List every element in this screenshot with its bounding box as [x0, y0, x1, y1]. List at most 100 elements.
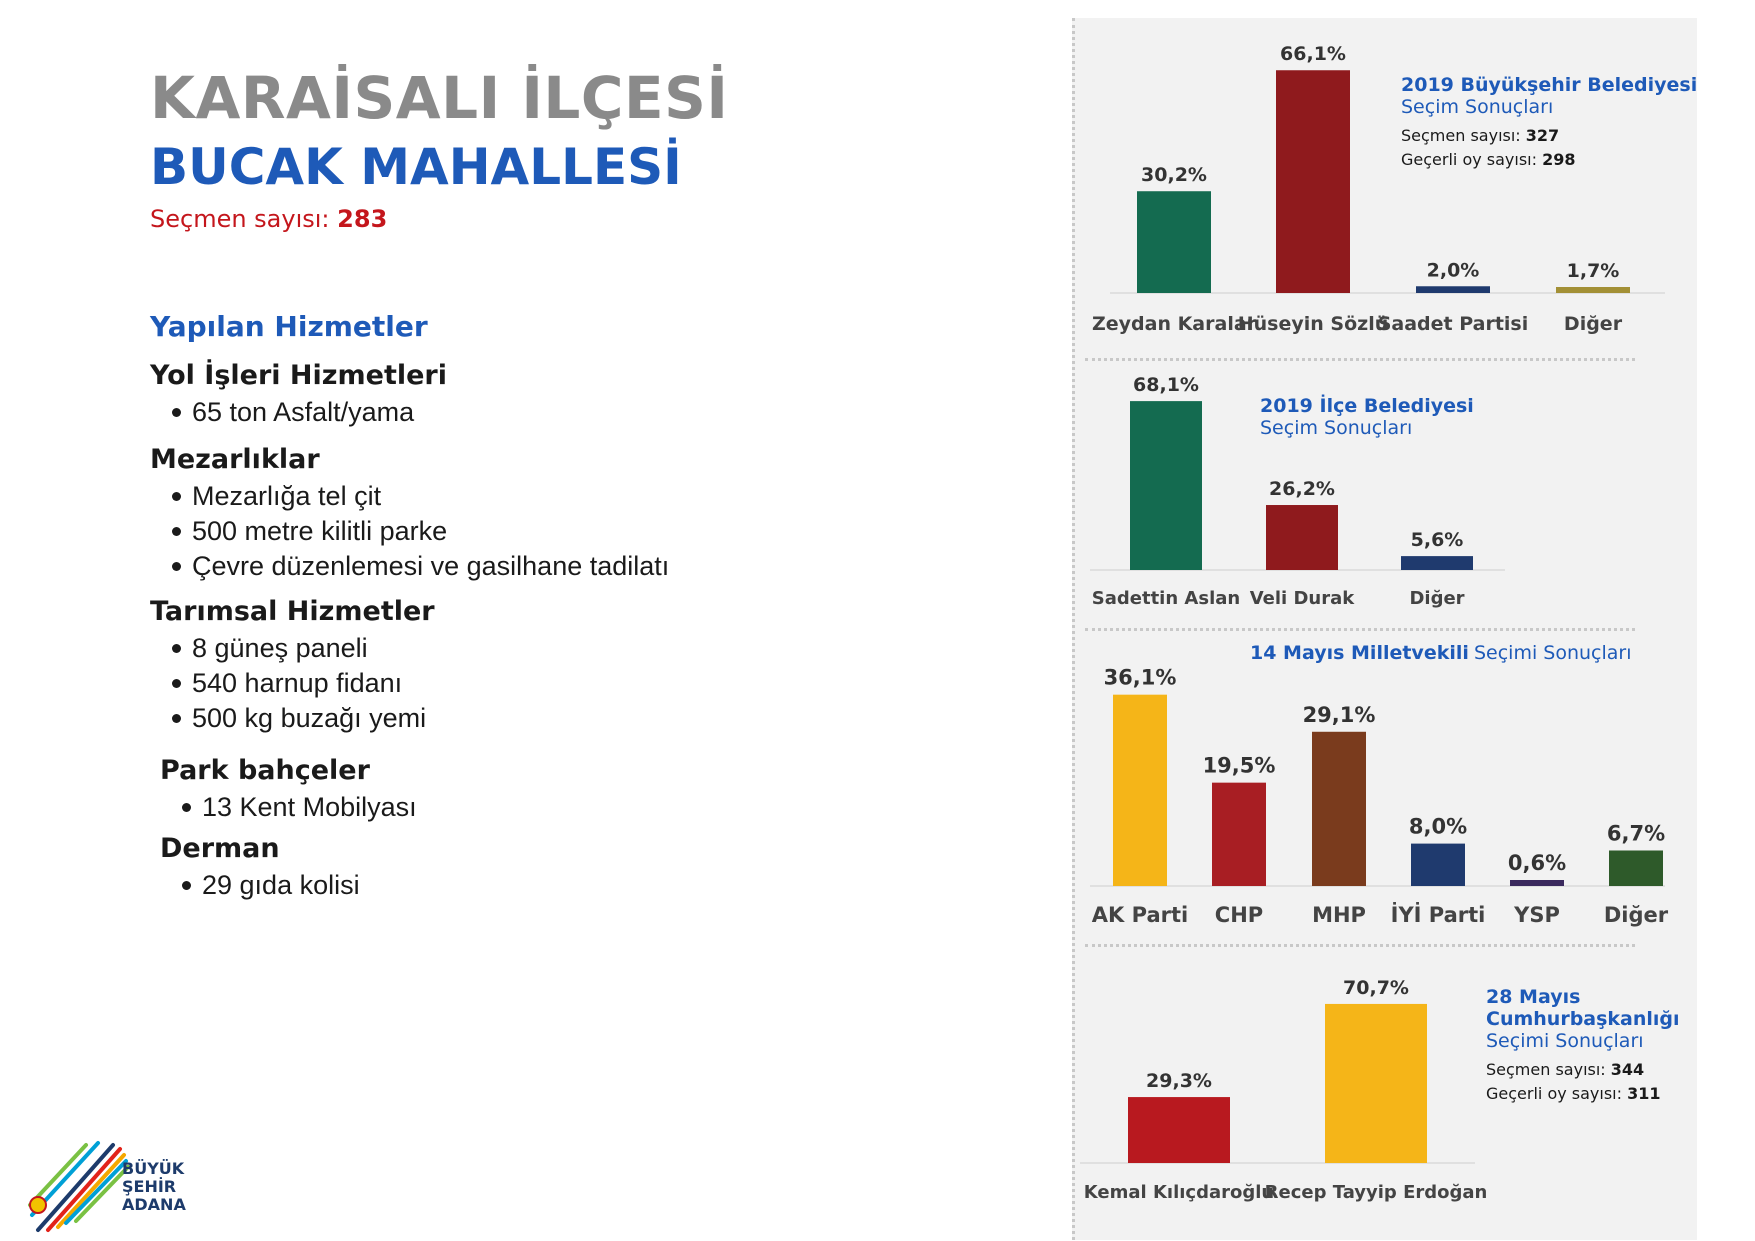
- service-group-derman: Derman 29 gıda kolisi: [160, 830, 360, 903]
- valid-votes-label: Geçerli oy sayısı:: [1401, 150, 1538, 169]
- neighborhood-title: BUCAK MAHALLESİ: [150, 138, 682, 196]
- service-item: Çevre düzenlemesi ve gasilhane tadilatı: [172, 549, 669, 584]
- service-group-agriculture: Tarımsal Hizmetler 8 güneş paneli 540 ha…: [150, 593, 435, 736]
- chart4-title: 28 Mayıs: [1486, 986, 1581, 1008]
- district-title: KARAİSALI İLÇESİ: [150, 64, 729, 132]
- chart-data-label: 29,3%: [1146, 1070, 1212, 1092]
- voters-value: 344: [1610, 1060, 1645, 1079]
- chart-category-label: Diğer: [1604, 903, 1669, 927]
- chart-category-label: Sadettin Aslan: [1092, 588, 1240, 609]
- voters-value: 283: [337, 205, 388, 233]
- chart4-info: 28 Mayıs Cumhurbaşkanlığı Seçimi Sonuçla…: [1486, 986, 1680, 1106]
- service-group-title: Tarımsal Hizmetler: [150, 596, 435, 627]
- chart-bar: [1325, 1003, 1427, 1163]
- chart-data-label: 5,6%: [1411, 529, 1464, 551]
- chart3-subtitle: Seçimi Sonuçları: [1473, 642, 1632, 664]
- chart-data-label: 8,0%: [1409, 815, 1467, 839]
- valid-votes-label: Geçerli oy sayısı:: [1486, 1084, 1623, 1103]
- chart-category-label: Recep Tayyip Erdoğan: [1265, 1182, 1488, 1203]
- service-group-title: Mezarlıklar: [150, 444, 320, 475]
- chart-data-label: 2,0%: [1427, 259, 1480, 281]
- chart-data-label: 26,2%: [1269, 478, 1335, 500]
- chart-category-label: Diğer: [1564, 313, 1623, 335]
- valid-votes-value: 298: [1542, 150, 1576, 169]
- services-title: Yapılan Hizmetler: [150, 310, 428, 343]
- chart4-subtitle: Seçimi Sonuçları: [1486, 1030, 1644, 1052]
- voters-label: Seçmen sayısı:: [150, 205, 330, 233]
- logo-line: ŞEHİR: [122, 1177, 177, 1196]
- chart1-info: 2019 Büyükşehir Belediyesi Seçim Sonuçla…: [1401, 74, 1697, 172]
- voters-label: Seçmen sayısı:: [1486, 1060, 1606, 1079]
- chart-bar: [1609, 850, 1663, 886]
- service-item: 8 güneş paneli: [172, 631, 435, 666]
- chart-category-label: YSP: [1513, 903, 1560, 927]
- section-divider: [1085, 944, 1635, 947]
- chart-category-label: İYİ Parti: [1391, 902, 1486, 927]
- logo-line: ADANA: [122, 1195, 186, 1214]
- chart-data-label: 6,7%: [1607, 821, 1665, 845]
- chart-bar: [1276, 70, 1350, 293]
- chart-bar: [1113, 694, 1167, 886]
- service-item: 29 gıda kolisi: [182, 868, 360, 903]
- service-group-title: Yol İşleri Hizmetleri: [150, 360, 447, 391]
- section-divider: [1085, 628, 1635, 631]
- service-list: 65 ton Asfalt/yama: [150, 395, 447, 430]
- service-item: 540 harnup fidanı: [172, 666, 435, 701]
- voters-value: 327: [1525, 126, 1560, 145]
- chart-data-label: 30,2%: [1141, 164, 1207, 186]
- left-column: KARAİSALI İLÇESİ BUCAK MAHALLESİ Seçmen …: [28, 64, 729, 1232]
- chart-category-label: Hüseyin Sözlü: [1238, 313, 1389, 335]
- chart3-title: 14 Mayıs Milletvekili: [1250, 642, 1469, 664]
- service-item: 500 kg buzağı yemi: [172, 701, 435, 736]
- service-group-parks: Park bahçeler 13 Kent Mobilyası: [160, 752, 417, 825]
- service-list: 29 gıda kolisi: [160, 868, 360, 903]
- chart-category-label: Kemal Kılıçdaroğlu: [1084, 1182, 1274, 1203]
- chart4-title-2: Cumhurbaşkanlığı: [1486, 1008, 1680, 1030]
- valid-votes-value: 311: [1627, 1084, 1661, 1103]
- chart1-valid-votes: Geçerli oy sayısı: 298: [1401, 148, 1697, 172]
- voters-label: Seçmen sayısı:: [1401, 126, 1521, 145]
- service-list: 13 Kent Mobilyası: [160, 790, 417, 825]
- chart1-voters: Seçmen sayısı: 327: [1401, 124, 1697, 148]
- chart-bar: [1401, 556, 1473, 570]
- chart-bar: [1212, 782, 1266, 886]
- election-charts: 30,2% Zeydan Karalar 66,1% Hüseyin Sözlü 2,0…: [1080, 43, 1669, 1203]
- chart-category-label: AK Parti: [1092, 903, 1188, 927]
- chart-bar: [1416, 286, 1490, 293]
- service-group-title: Park bahçeler: [160, 755, 370, 786]
- chart4-voters: Seçmen sayısı: 344: [1486, 1058, 1680, 1082]
- chart2-info: 2019 İlçe Belediyesi Seçim Sonuçları: [1260, 395, 1474, 439]
- chart-bar: [1510, 880, 1564, 886]
- chart-data-label: 19,5%: [1203, 754, 1276, 778]
- chart-data-label: 29,1%: [1303, 703, 1376, 727]
- logo-text: BÜYÜK ŞEHİR ADANA: [122, 1160, 186, 1214]
- chart-data-label: 68,1%: [1133, 374, 1199, 396]
- chart1-title: 2019 Büyükşehir Belediyesi: [1401, 74, 1698, 96]
- chart-category-label: Diğer: [1409, 588, 1464, 609]
- chart-category-label: Zeydan Karalar: [1092, 313, 1257, 335]
- service-item: 500 metre kilitli parke: [172, 514, 669, 549]
- chart-data-label: 0,6%: [1508, 851, 1566, 875]
- chart-data-label: 66,1%: [1280, 43, 1346, 65]
- voters-count: Seçmen sayısı: 283: [150, 205, 387, 233]
- chart-category-label: Veli Durak: [1250, 588, 1356, 609]
- service-group-title: Derman: [160, 833, 280, 864]
- chart-category-label: Saadet Partisi: [1378, 313, 1529, 335]
- logo-line: BÜYÜK: [122, 1159, 185, 1178]
- chart-bar: [1312, 731, 1366, 886]
- chart4-valid-votes: Geçerli oy sayısı: 311: [1486, 1082, 1680, 1106]
- service-group-cemeteries: Mezarlıklar Mezarlığa tel çit 500 metre …: [150, 441, 669, 584]
- service-list: Mezarlığa tel çit 500 metre kilitli park…: [150, 479, 669, 584]
- chart-bar: [1266, 505, 1338, 570]
- chart-data-label: 36,1%: [1104, 666, 1177, 690]
- chart-category-label: MHP: [1312, 903, 1366, 927]
- section-divider: [1085, 358, 1635, 361]
- chart3-info: 14 Mayıs Milletvekili Seçimi Sonuçları: [1250, 642, 1632, 664]
- chart-data-label: 70,7%: [1343, 977, 1409, 999]
- chart2-subtitle: Seçim Sonuçları: [1260, 417, 1413, 439]
- chart-bar: [1137, 191, 1211, 293]
- logo-icon: [28, 1141, 130, 1232]
- chart1-subtitle: Seçim Sonuçları: [1401, 96, 1554, 118]
- chart-category-label: CHP: [1215, 903, 1263, 927]
- chart2-title: 2019 İlçe Belediyesi: [1260, 395, 1474, 417]
